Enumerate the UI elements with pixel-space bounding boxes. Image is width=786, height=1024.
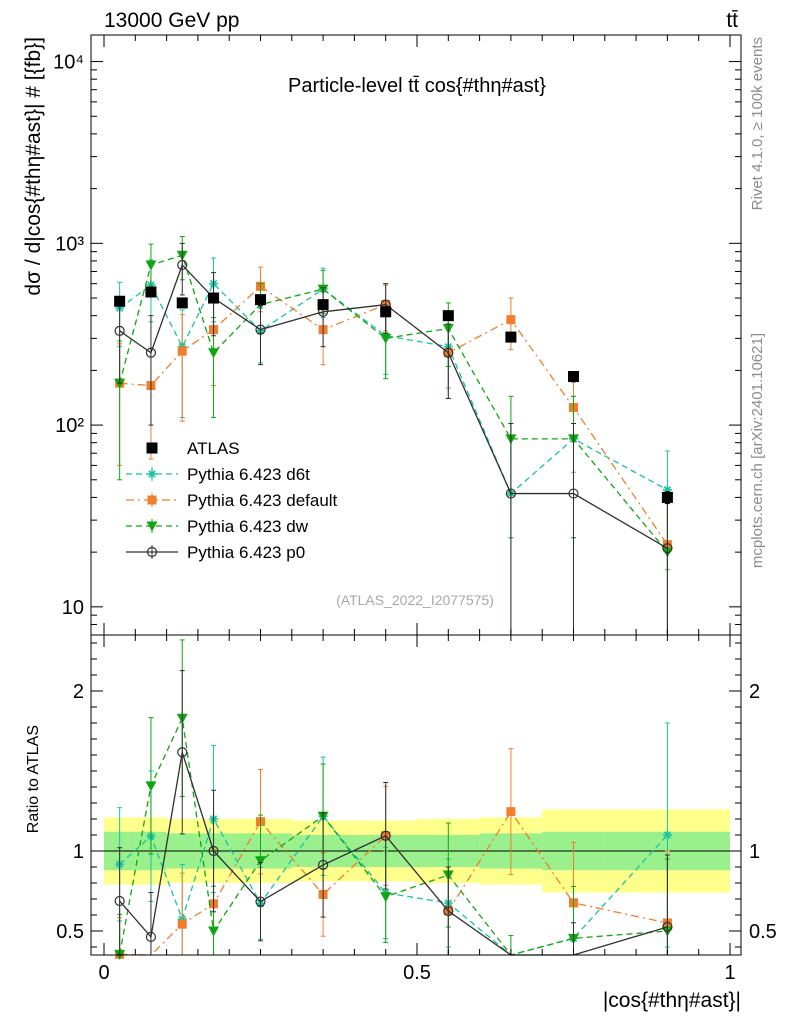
ratio-point <box>255 856 266 867</box>
ratio-tick-label-right: 1 <box>749 841 760 863</box>
data-point <box>114 295 126 307</box>
series-point <box>380 333 392 344</box>
ratio-y-axis-label: Ratio to ATLAS <box>25 725 42 833</box>
data-point <box>505 331 517 343</box>
ratio-point <box>380 830 391 841</box>
data-point <box>208 292 220 304</box>
ratio-tick-label: 2 <box>73 681 84 703</box>
series-layer <box>114 236 673 960</box>
series-point <box>177 346 187 356</box>
x-tick-label: 0 <box>98 962 109 984</box>
legend-label: ATLAS <box>187 439 240 458</box>
axis-ticks: 0 0.5 1 10 10² 10³ 10⁴ 0.5 0.5 1 1 2 2 <box>53 35 777 984</box>
x-tick-label: 1 <box>724 962 735 984</box>
data-point <box>176 297 188 309</box>
series-point <box>255 324 266 335</box>
process-label: tt̄ <box>726 9 738 32</box>
legend-entry: Pythia 6.423 d6t <box>126 465 310 484</box>
series-point <box>145 347 157 358</box>
legend-marker <box>147 495 157 505</box>
series-point <box>177 259 188 271</box>
analysis-id: (ATLAS_2022_I2077575) <box>336 592 494 608</box>
series-point <box>208 348 220 359</box>
data-point <box>255 294 266 306</box>
ratio-point <box>380 892 392 903</box>
data-point <box>442 310 454 322</box>
mcplots-label: mcplots.cern.ch [arXiv:2401.10621] <box>749 333 766 568</box>
legend-label: Pythia 6.423 default <box>187 491 338 510</box>
y-axis-label: dσ / d|cos{#thη#ast}| # [{fb}] <box>22 37 45 296</box>
frames <box>90 34 742 956</box>
ratio-point <box>145 931 157 943</box>
legend-entry: Pythia 6.423 dw <box>126 517 309 536</box>
legend-marker <box>146 442 158 454</box>
series-point <box>568 488 579 499</box>
ratio-tick-label: 0.5 <box>56 921 84 943</box>
legend-marker <box>147 469 157 479</box>
ratio-point <box>255 896 266 907</box>
data-point <box>145 286 157 298</box>
legend-entry: Pythia 6.423 p0 <box>126 543 305 562</box>
series-point <box>505 488 516 499</box>
legend-label: Pythia 6.423 d6t <box>187 465 310 484</box>
ratio-point <box>662 830 672 840</box>
rivet-label: Rivet 4.1.0, ≥ 100k events <box>749 37 766 210</box>
x-tick-label: 0.5 <box>403 962 431 984</box>
ratio-point <box>443 905 454 917</box>
series-point <box>114 325 125 336</box>
series-point <box>662 485 672 495</box>
ratio-plot-frame <box>90 634 742 956</box>
energy-label: 13000 GeV pp <box>104 9 239 32</box>
legend-entry: Pythia 6.423 default <box>126 491 338 510</box>
series-point <box>662 543 673 554</box>
ratio-point <box>177 919 187 929</box>
legend-label: Pythia 6.423 dw <box>187 517 309 536</box>
ratio-point <box>145 781 157 792</box>
data-point <box>568 371 579 383</box>
ratio-point <box>114 895 125 907</box>
ratio-tick-label-right: 0.5 <box>749 921 777 943</box>
ratio-tick-label: 1 <box>73 841 84 863</box>
y-tick-label: 10³ <box>55 233 84 255</box>
series-line <box>119 282 668 495</box>
ratio-point <box>506 807 516 817</box>
x-axis-label: |cos{#thη#ast}| <box>603 989 741 1012</box>
data-point <box>380 306 392 318</box>
ratio-point <box>177 747 188 758</box>
series-circle <box>114 242 673 956</box>
ratio-point <box>318 859 329 871</box>
series-atlas <box>114 286 673 505</box>
ratio-tick-label-right: 2 <box>749 681 760 703</box>
y-tick-label: 10 <box>62 597 84 619</box>
series-point <box>506 315 516 325</box>
legend-marker <box>146 546 158 558</box>
series-point <box>443 347 454 358</box>
plot-title: Particle-level tt̄ cos{#thη#ast} <box>288 75 546 97</box>
ratio-series-line <box>119 810 668 956</box>
legend-marker <box>146 521 158 532</box>
ratio-point <box>208 926 220 937</box>
data-point <box>317 299 329 311</box>
legend: ATLAS Pythia 6.423 d6t Pythia 6.423 defaul… <box>126 439 338 562</box>
data-point <box>661 491 673 503</box>
y-tick-label: 10² <box>55 415 84 437</box>
legend-label: Pythia 6.423 p0 <box>187 543 305 562</box>
ratio-point <box>208 845 219 857</box>
legend-entry: ATLAS <box>146 439 240 458</box>
series-point <box>145 260 157 271</box>
ratio-point <box>662 921 673 933</box>
series-line <box>119 254 668 553</box>
y-tick-label: 10⁴ <box>53 52 84 74</box>
